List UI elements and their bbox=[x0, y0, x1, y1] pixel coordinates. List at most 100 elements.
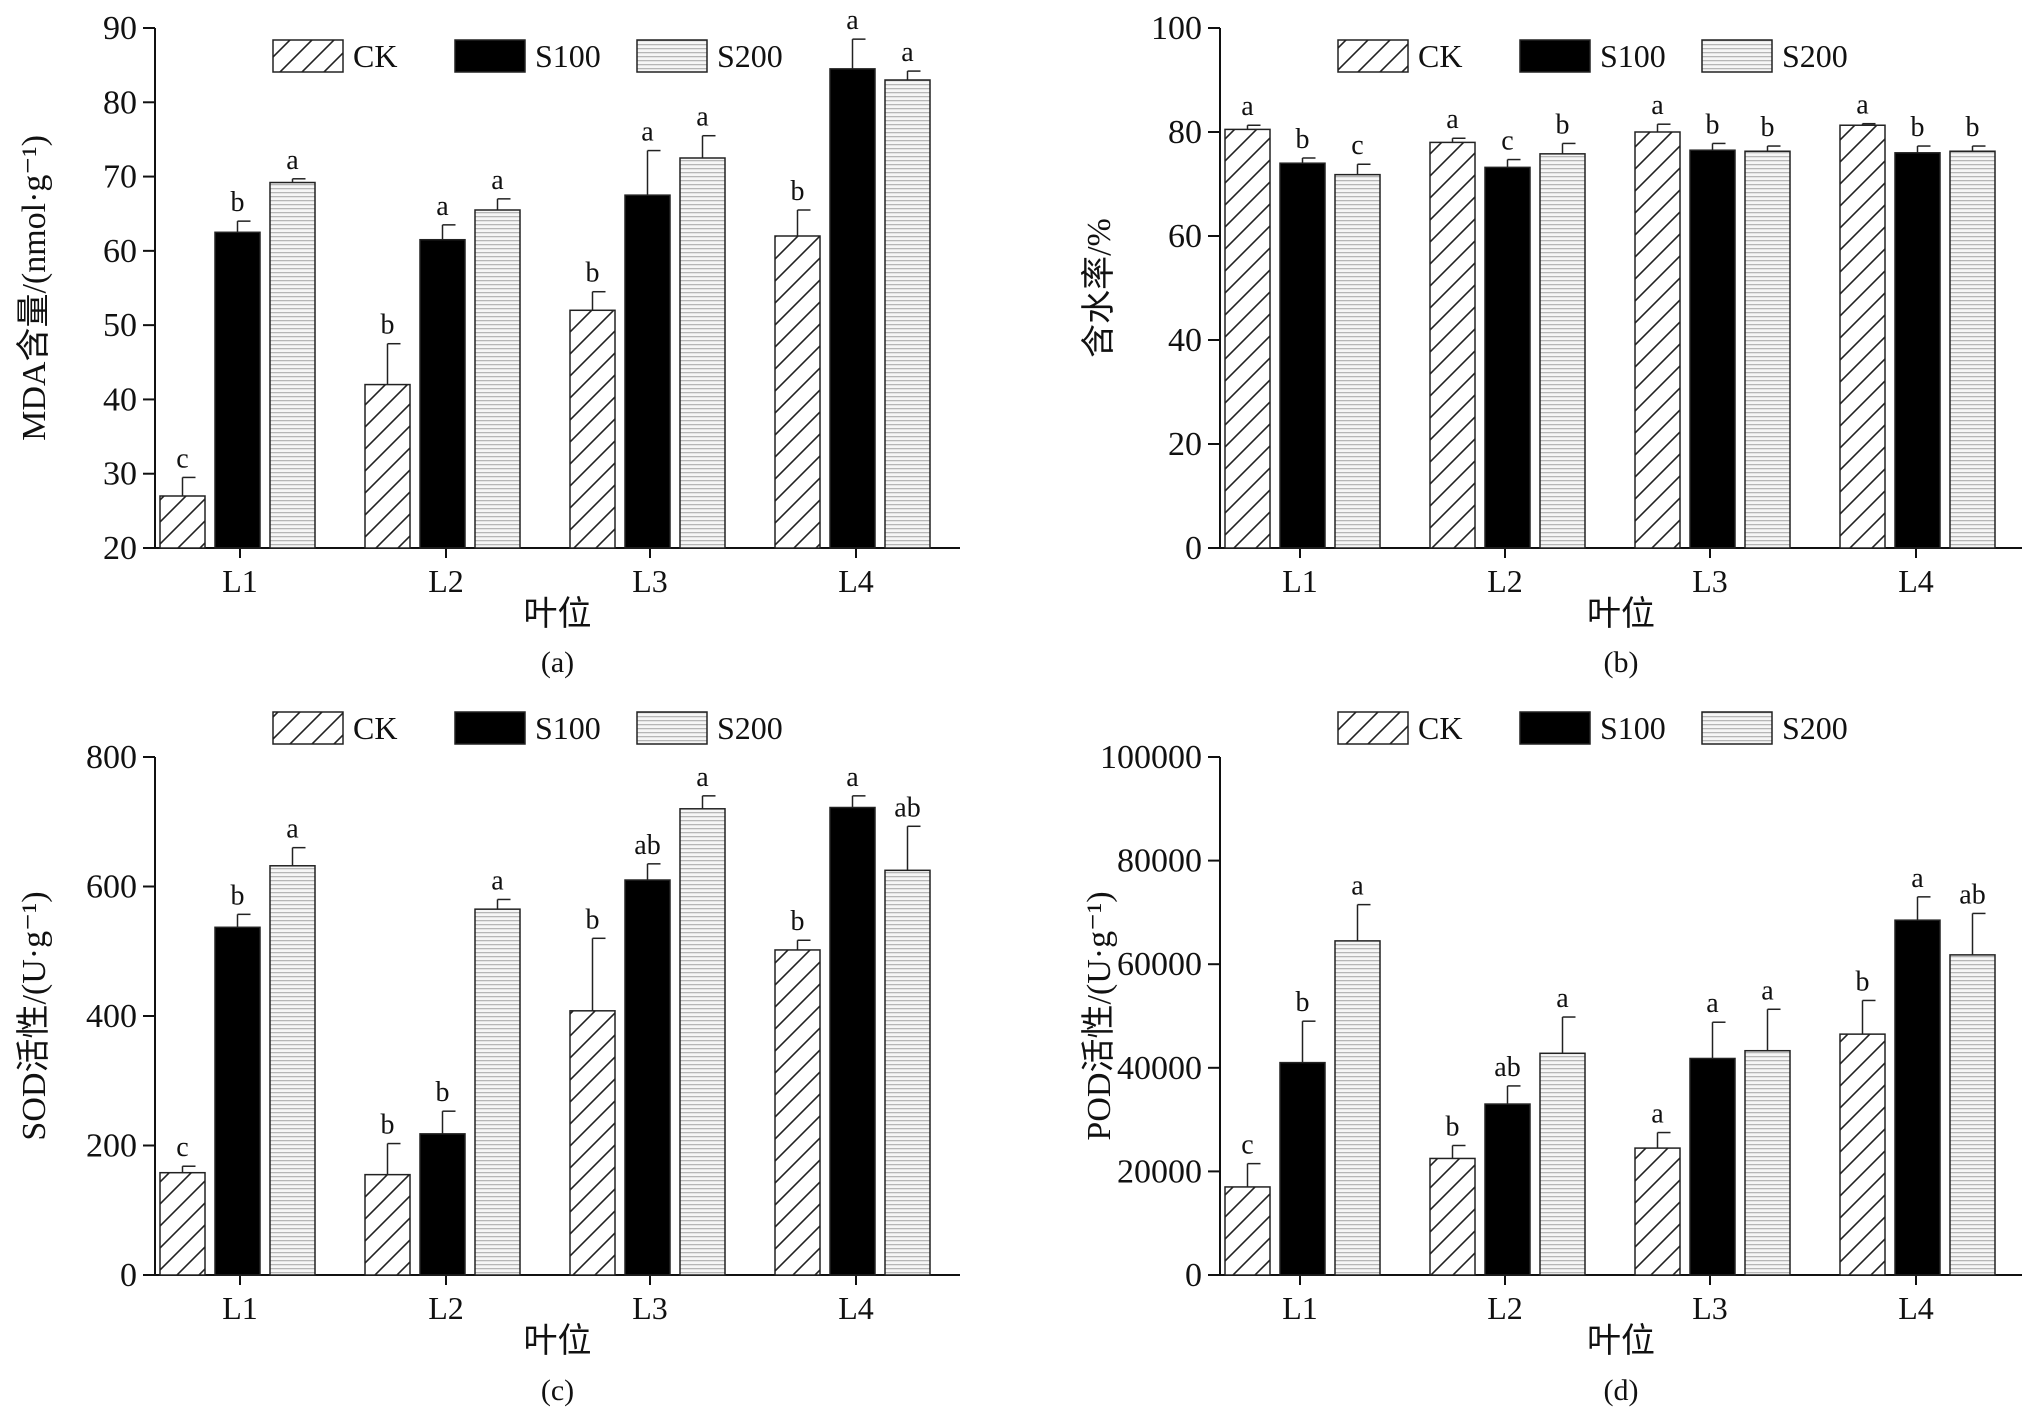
bar-ck bbox=[364, 1173, 411, 1276]
legend-label-ck: CK bbox=[353, 710, 397, 746]
x-tick-label: L3 bbox=[632, 1290, 668, 1326]
significance-label: b bbox=[1856, 966, 1870, 997]
significance-label: b bbox=[1761, 112, 1775, 143]
legend-label-ck: CK bbox=[1418, 38, 1462, 74]
x-axis-title: 叶位 bbox=[1587, 1322, 1655, 1360]
significance-label: a bbox=[1241, 91, 1254, 122]
y-tick-label: 100000 bbox=[1100, 739, 1202, 776]
x-tick-label: L2 bbox=[1487, 563, 1523, 599]
legend-swatch-ck bbox=[1337, 711, 1409, 745]
bar-s100 bbox=[1894, 919, 1941, 1276]
legend-swatch-ck bbox=[272, 711, 344, 745]
legend-swatch-s100 bbox=[1519, 711, 1591, 745]
bar-ck bbox=[159, 1171, 206, 1276]
bar-ck bbox=[159, 495, 206, 549]
significance-label: a bbox=[1351, 871, 1364, 902]
x-axis-title: 叶位 bbox=[524, 595, 592, 633]
chart-panel-a: 20 30 40 50 60 70 80 90 L1 L2 L3 L4 叶位 MDA含量/(nmol·g⁻… bbox=[15, 5, 960, 679]
significance-label: a bbox=[1911, 863, 1924, 894]
bar-s100 bbox=[1484, 1103, 1531, 1276]
significance-label: a bbox=[286, 814, 299, 845]
bar-ck bbox=[1839, 124, 1886, 549]
x-axis-title: 叶位 bbox=[1587, 595, 1655, 633]
legend-label-ck: CK bbox=[353, 38, 397, 74]
significance-label: a bbox=[1706, 988, 1719, 1019]
significance-label: b bbox=[586, 904, 600, 935]
significance-label: c bbox=[176, 1132, 188, 1163]
y-tick-label: 0 bbox=[120, 1257, 137, 1294]
bar-s200 bbox=[1949, 150, 1996, 549]
y-tick-label: 40000 bbox=[1117, 1050, 1202, 1087]
legend-swatch-s200 bbox=[636, 39, 708, 73]
significance-label: c bbox=[1501, 126, 1513, 157]
y-tick-label: 0 bbox=[1185, 1257, 1202, 1294]
y-tick-label: 80 bbox=[1168, 114, 1202, 151]
significance-label: ab bbox=[1494, 1052, 1520, 1083]
panel-label: (c) bbox=[541, 1374, 574, 1407]
x-tick-label: L2 bbox=[428, 1290, 464, 1326]
significance-label: ab bbox=[634, 830, 660, 861]
legend-swatch-s200 bbox=[1701, 39, 1773, 73]
y-axis-title: 含水率/% bbox=[1080, 218, 1118, 358]
bar-s100 bbox=[1279, 1061, 1326, 1276]
x-tick-label: L1 bbox=[1282, 563, 1318, 599]
significance-label: a bbox=[1761, 975, 1774, 1006]
significance-label: b bbox=[791, 906, 805, 937]
significance-label: a bbox=[1446, 104, 1459, 135]
significance-label: b bbox=[436, 1077, 450, 1108]
bar-s100 bbox=[829, 68, 876, 549]
bar-s100 bbox=[419, 1133, 466, 1276]
significance-label: b bbox=[1706, 109, 1720, 140]
panel-label: (b) bbox=[1604, 646, 1639, 679]
y-tick-label: 60 bbox=[1168, 218, 1202, 255]
significance-label: a bbox=[696, 762, 709, 793]
legend-label-s200: S200 bbox=[717, 710, 783, 746]
bar-s200 bbox=[679, 157, 726, 549]
significance-label: a bbox=[436, 191, 449, 222]
y-tick-label: 30 bbox=[103, 456, 137, 493]
bar-s100 bbox=[1689, 1057, 1736, 1276]
panel-label: (a) bbox=[541, 646, 574, 679]
y-tick-label: 100 bbox=[1151, 10, 1202, 47]
x-tick-label: L4 bbox=[838, 1290, 874, 1326]
legend-swatch-s100 bbox=[454, 711, 526, 745]
y-tick-label: 20 bbox=[103, 530, 137, 567]
bar-s200 bbox=[1334, 940, 1381, 1276]
y-tick-label: 400 bbox=[86, 998, 137, 1035]
bar-ck bbox=[1224, 1186, 1271, 1276]
bar-ck bbox=[774, 235, 821, 549]
significance-label: b bbox=[791, 176, 805, 207]
significance-label: b bbox=[231, 187, 245, 218]
significance-label: b bbox=[1296, 987, 1310, 1018]
bar-s200 bbox=[474, 209, 521, 549]
x-tick-label: L1 bbox=[222, 1290, 258, 1326]
legend-label-ck: CK bbox=[1418, 710, 1462, 746]
bar-s100 bbox=[829, 806, 876, 1276]
bar-s100 bbox=[419, 238, 466, 549]
y-tick-label: 80 bbox=[103, 84, 137, 121]
bar-s200 bbox=[269, 865, 316, 1276]
bar-s200 bbox=[1949, 954, 1996, 1276]
legend-swatch-s100 bbox=[1519, 39, 1591, 73]
bar-s100 bbox=[214, 926, 261, 1276]
x-tick-label: L4 bbox=[838, 563, 874, 599]
y-tick-label: 20 bbox=[1168, 426, 1202, 463]
significance-label: a bbox=[846, 762, 859, 793]
significance-label: a bbox=[696, 102, 709, 133]
significance-label: c bbox=[1351, 130, 1363, 161]
legend-label-s100: S100 bbox=[1600, 710, 1666, 746]
significance-label: a bbox=[491, 865, 504, 896]
y-tick-label: 60 bbox=[103, 233, 137, 270]
y-tick-label: 40 bbox=[1168, 322, 1202, 359]
significance-label: a bbox=[641, 117, 654, 148]
bar-s200 bbox=[1334, 173, 1381, 549]
bar-ck bbox=[1634, 131, 1681, 549]
significance-label: b bbox=[1296, 124, 1310, 155]
legend-swatch-s100 bbox=[454, 39, 526, 73]
x-tick-label: L3 bbox=[1692, 1290, 1728, 1326]
significance-label: ab bbox=[1959, 879, 1985, 910]
significance-label: a bbox=[1856, 90, 1869, 121]
significance-label: a bbox=[901, 37, 914, 68]
bar-s200 bbox=[679, 808, 726, 1276]
y-tick-label: 80000 bbox=[1117, 843, 1202, 880]
